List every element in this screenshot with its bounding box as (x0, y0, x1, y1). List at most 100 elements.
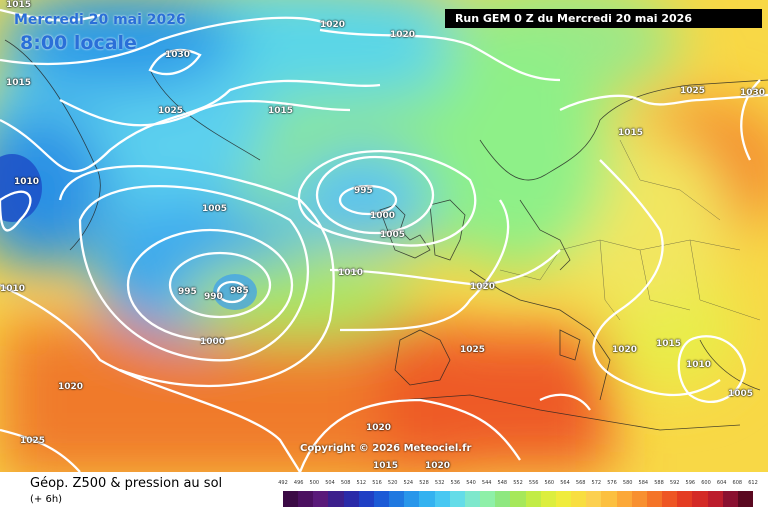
color-scale-tick: 524 (403, 480, 414, 486)
isobar-label: 1010 (338, 268, 364, 278)
color-scale-swatch (662, 491, 678, 507)
color-scale-swatch (540, 491, 557, 507)
color-scale-ticks: 492 496 500 504 508 512 516 520 524 528 532 536 540 5… (278, 480, 758, 490)
color-scale-tick: 596 (685, 480, 696, 486)
color-scale-swatch (707, 491, 724, 507)
color-scale-swatch (328, 491, 345, 507)
parameter-title: Géop. Z500 & pression au sol (30, 476, 223, 491)
color-scale-swatch (495, 491, 511, 507)
color-scale-swatch (419, 491, 436, 507)
isobar-label: 1010 (686, 360, 712, 370)
forecast-step: (+ 6h) (30, 494, 63, 505)
color-scale-swatch (631, 491, 648, 507)
isobar-label: 995 (178, 287, 197, 297)
color-scale-swatch (525, 491, 542, 507)
color-scale-tick: 584 (638, 480, 649, 486)
color-scale-tick: 612 (748, 480, 758, 486)
isobar-label: 985 (230, 286, 249, 296)
isobar-label: 1020 (390, 30, 416, 40)
color-scale-swatch (677, 491, 693, 507)
color-scale-swatch (480, 491, 496, 507)
color-scale-swatch (313, 491, 329, 507)
weather-map: Mercredi 20 mai 2026 8:00 locale Run GEM… (0, 0, 768, 472)
isobar-label: 1015 (6, 0, 32, 10)
isobar-label: 1020 (58, 382, 84, 392)
color-scale-tick: 512 (356, 480, 367, 486)
color-scale-swatch (343, 491, 360, 507)
isobar-label: 1010 (0, 284, 26, 294)
isobar-label: 1015 (656, 339, 682, 349)
color-scale-tick: 568 (575, 480, 586, 486)
isobar-label: 1015 (6, 78, 32, 88)
color-scale-swatch (616, 491, 633, 507)
isobar-label: 1025 (460, 345, 486, 355)
color-scale-swatch (389, 491, 405, 507)
color-scale-tick: 544 (481, 480, 492, 486)
isobar-label: 1020 (366, 423, 392, 433)
color-scale-swatch (464, 491, 481, 507)
borders (499, 139, 761, 321)
color-scale-tick: 500 (309, 480, 320, 486)
color-scale-tick: 492 (278, 480, 288, 486)
isobar-label: 1020 (612, 345, 638, 355)
color-scale-tick: 604 (716, 480, 727, 486)
color-scale-tick: 608 (732, 480, 743, 486)
color-scale-tick: 536 (450, 480, 461, 486)
geopotential-field (0, 0, 768, 472)
color-scale-swatch (283, 491, 299, 507)
color-scale-tick: 600 (701, 480, 711, 486)
isobar-label: 1010 (14, 177, 40, 187)
color-scale-tick: 588 (654, 480, 664, 486)
color-scale-swatch (449, 491, 466, 507)
isobar-label: 1025 (20, 436, 46, 446)
color-scale-swatch (434, 491, 451, 507)
color-scale-swatch (571, 491, 587, 507)
isobar-label: 1000 (370, 211, 396, 221)
color-scale-swatch (358, 491, 375, 507)
isobar-label: 995 (354, 186, 373, 196)
isobar-label: 1030 (740, 88, 766, 98)
color-scale-swatch (373, 491, 390, 507)
color-scale-tick: 520 (387, 480, 398, 486)
color-scale-tick: 552 (513, 480, 523, 486)
forecast-date: Mercredi 20 mai 2026 (14, 12, 186, 28)
isobar-label: 1030 (165, 50, 191, 60)
color-scale-swatch (601, 491, 618, 507)
color-scale-tick: 496 (293, 480, 304, 486)
color-scale-swatch (692, 491, 708, 507)
isobar-label: 1025 (158, 106, 184, 116)
legend-footer: Géop. Z500 & pression au sol (+ 6h) 492 4… (0, 472, 768, 512)
color-scale-tick: 508 (340, 480, 351, 486)
color-scale-tick: 532 (434, 480, 445, 486)
color-scale-tick: 504 (325, 480, 335, 486)
isobar-label: 1015 (618, 128, 644, 138)
color-scale-tick: 540 (466, 480, 476, 486)
color-scale-tick: 580 (622, 480, 633, 486)
isobar-label: 1015 (373, 461, 399, 471)
isobar-label: 1005 (728, 389, 754, 399)
isobar-label: 1005 (380, 230, 406, 240)
isobars (0, 8, 768, 472)
model-run-label: Run GEM 0 Z du Mercredi 20 mai 2026 (444, 9, 762, 28)
color-scale-swatch (722, 491, 739, 507)
color-scale-swatch (646, 491, 663, 507)
color-scale-swatch (586, 491, 602, 507)
color-scale-swatch (555, 491, 572, 507)
color-scale-swatch (510, 491, 527, 507)
color-scale-bar (283, 491, 754, 507)
forecast-time: 8:00 locale (20, 32, 137, 54)
coastlines (4, 39, 768, 431)
color-scale-tick: 592 (669, 480, 680, 486)
isobar-label: 1015 (268, 106, 294, 116)
isobar-label: 1020 (470, 282, 496, 292)
color-scale-tick: 560 (544, 480, 555, 486)
isobar-label: 990 (204, 292, 223, 302)
color-scale-tick: 548 (497, 480, 508, 486)
color-scale-tick: 556 (528, 480, 539, 486)
color-scale-tick: 564 (560, 480, 570, 486)
isobar-label: 1020 (320, 20, 346, 30)
isobar-label: 1020 (425, 461, 451, 471)
color-scale-swatch (404, 491, 420, 507)
color-scale-tick: 576 (607, 480, 617, 486)
isobar-label: 1000 (200, 337, 226, 347)
